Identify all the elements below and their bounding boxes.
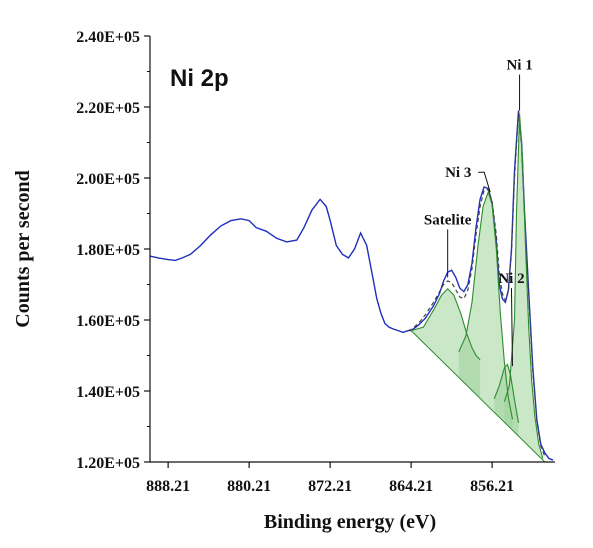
measured-spectrum-line bbox=[149, 110, 554, 461]
component-line-4 bbox=[503, 114, 544, 459]
x-tick-label: 888.21 bbox=[146, 478, 190, 495]
annotation-leader-ni-3 bbox=[478, 171, 491, 193]
x-tick-label: 864.21 bbox=[389, 478, 433, 495]
background-line bbox=[410, 330, 546, 463]
x-tick-label: 872.21 bbox=[308, 478, 352, 495]
y-tick-label: 1.40E+05 bbox=[76, 384, 140, 401]
y-tick-label: 2.40E+05 bbox=[76, 29, 140, 46]
annotations: Ni 1 Ni 2 Ni 3 Satelite bbox=[424, 58, 533, 367]
x-axis-title: Binding energy (eV) bbox=[264, 511, 436, 533]
axes bbox=[144, 35, 555, 468]
tick-labels: 1.20E+05 1.40E+05 1.60E+05 1.80E+05 2.00E+05… bbox=[76, 29, 514, 495]
y-tick-label: 1.60E+05 bbox=[76, 313, 140, 330]
annotation-satelite: Satelite bbox=[424, 212, 472, 228]
annotation-ni-2: Ni 2 bbox=[498, 271, 524, 287]
y-tick-label: 2.20E+05 bbox=[76, 100, 140, 117]
component-line-3 bbox=[493, 363, 520, 423]
y-tick-label: 2.00E+05 bbox=[76, 171, 140, 188]
y-axis-title: Counts per second bbox=[12, 170, 34, 327]
component-fill-4 bbox=[504, 114, 543, 460]
x-tick-label: 856.21 bbox=[470, 478, 514, 495]
annotation-ni-3: Ni 3 bbox=[445, 165, 471, 181]
x-tick-label: 880.21 bbox=[227, 478, 271, 495]
annotation-leader-ni-2 bbox=[510, 288, 513, 367]
y-tick-label: 1.20E+05 bbox=[76, 455, 140, 472]
chart-lines bbox=[149, 110, 554, 463]
component-fill-2 bbox=[458, 192, 513, 431]
annotation-ni-1: Ni 1 bbox=[506, 58, 532, 74]
component-line-1 bbox=[410, 288, 481, 361]
y-tick-label: 1.80E+05 bbox=[76, 242, 140, 259]
chart-title: Ni 2p bbox=[170, 65, 229, 92]
component-line-2 bbox=[458, 190, 514, 420]
